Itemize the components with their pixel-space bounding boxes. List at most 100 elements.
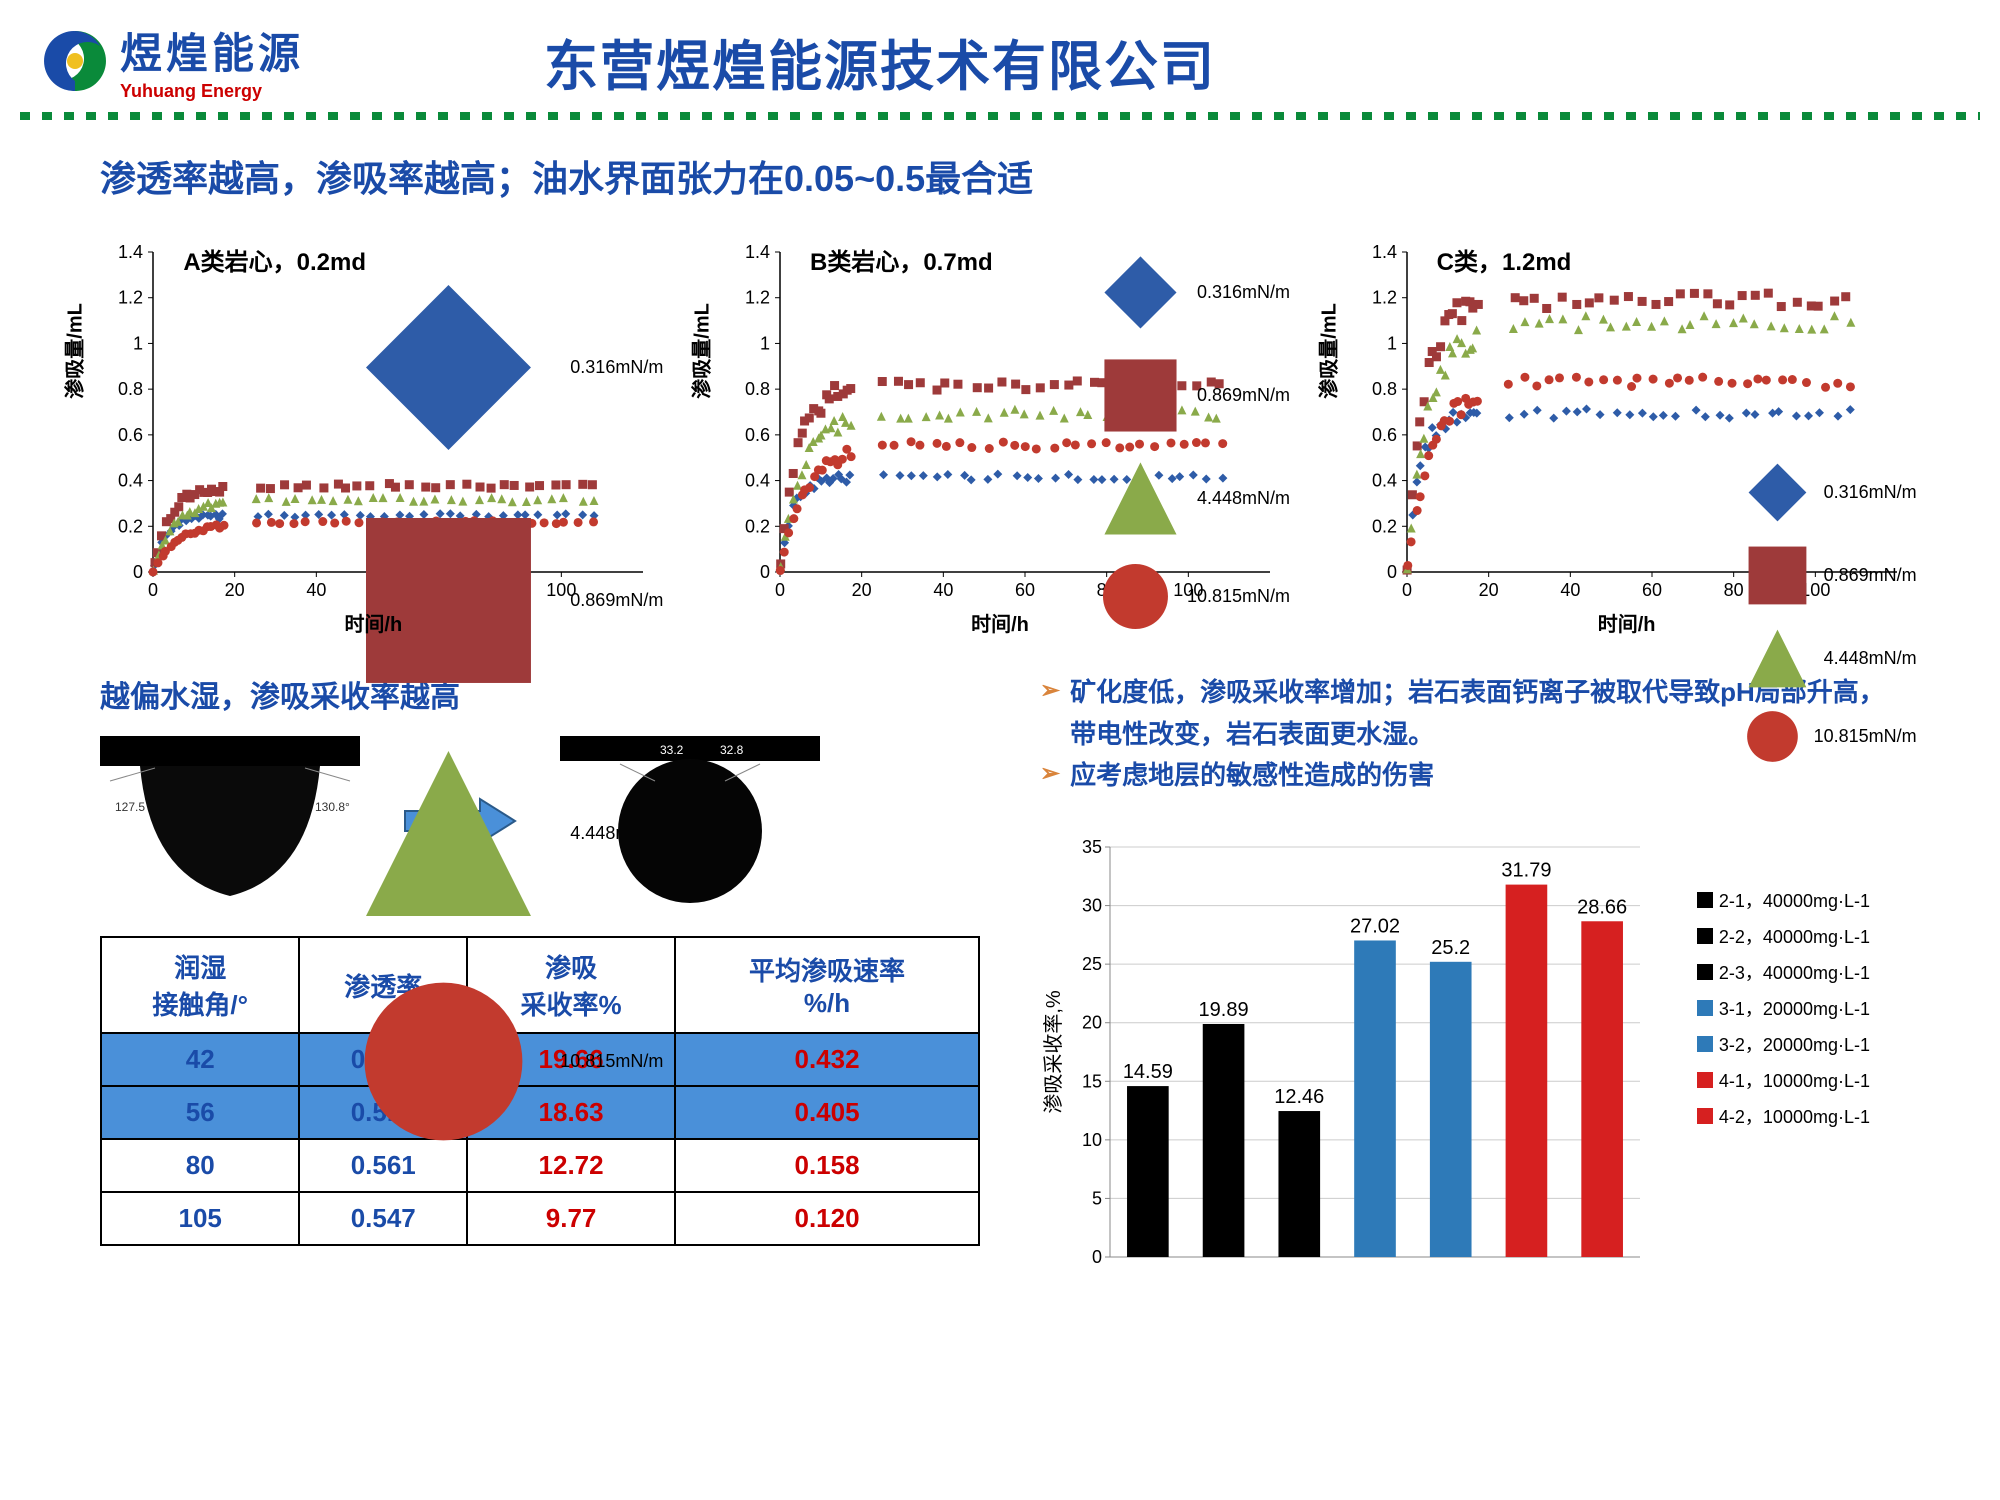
x-axis-label: 时间/h bbox=[971, 608, 1029, 637]
svg-text:0: 0 bbox=[1387, 562, 1397, 582]
logo-icon bbox=[40, 26, 110, 96]
svg-text:1.2: 1.2 bbox=[745, 288, 770, 308]
svg-text:0.8: 0.8 bbox=[1372, 379, 1397, 399]
page-title: 东营煜煌能源技术有限公司 bbox=[544, 22, 1216, 101]
svg-text:0.2: 0.2 bbox=[745, 516, 770, 536]
droplet-before: 127.5 130.8° bbox=[100, 736, 360, 906]
svg-text:60: 60 bbox=[1015, 580, 1035, 600]
svg-text:28.66: 28.66 bbox=[1577, 896, 1627, 918]
svg-text:40: 40 bbox=[1560, 580, 1580, 600]
svg-text:32.8: 32.8 bbox=[720, 743, 744, 757]
table-cell: 0.158 bbox=[675, 1139, 979, 1192]
svg-text:0: 0 bbox=[760, 562, 770, 582]
svg-text:0.6: 0.6 bbox=[118, 425, 143, 445]
svg-text:130.8°: 130.8° bbox=[315, 800, 350, 814]
svg-text:10: 10 bbox=[1082, 1130, 1102, 1150]
svg-text:40: 40 bbox=[307, 580, 327, 600]
svg-text:1.4: 1.4 bbox=[745, 242, 770, 262]
svg-text:0.8: 0.8 bbox=[118, 379, 143, 399]
svg-text:35: 35 bbox=[1082, 837, 1102, 857]
svg-text:14.59: 14.59 bbox=[1123, 1061, 1173, 1083]
svg-text:1: 1 bbox=[760, 333, 770, 353]
svg-text:20: 20 bbox=[225, 580, 245, 600]
bullet-text: 应考虑地层的敏感性造成的伤害 bbox=[1070, 755, 1434, 797]
scatter-chart-a: A类岩心，0.2md渗吸量/mL00.20.40.60.811.21.40204… bbox=[83, 232, 663, 632]
legend-item: 4-2，10000mg·L-1 bbox=[1697, 1103, 1870, 1129]
svg-text:0.4: 0.4 bbox=[1372, 471, 1397, 491]
svg-text:0: 0 bbox=[1402, 580, 1412, 600]
legend-item: 4-1，10000mg·L-1 bbox=[1697, 1067, 1870, 1093]
legend-item: 3-1，20000mg·L-1 bbox=[1697, 995, 1870, 1021]
svg-text:渗吸采收率,%: 渗吸采收率,% bbox=[1042, 990, 1065, 1114]
legend-item: 0.869mN/m bbox=[1737, 535, 1917, 616]
table-cell: 56 bbox=[101, 1086, 299, 1139]
x-axis-label: 时间/h bbox=[1598, 608, 1656, 637]
logo-en-text: Yuhuang Energy bbox=[120, 81, 304, 102]
svg-text:15: 15 bbox=[1082, 1071, 1102, 1091]
table-cell: 9.77 bbox=[467, 1192, 675, 1245]
legend-item: 0.869mN/m bbox=[333, 485, 663, 716]
bullet-icon: ➢ bbox=[1040, 672, 1060, 755]
y-axis-label: 渗吸量/mL bbox=[59, 303, 88, 399]
legend-item: 0.316mN/m bbox=[1737, 452, 1917, 533]
svg-text:0.4: 0.4 bbox=[745, 471, 770, 491]
svg-text:27.02: 27.02 bbox=[1350, 915, 1400, 937]
svg-text:0: 0 bbox=[148, 580, 158, 600]
chart-title: C类，1.2md bbox=[1437, 242, 1572, 277]
x-axis-label: 时间/h bbox=[344, 608, 402, 637]
subtitle: 渗透率越高，渗吸率越高；油水界面张力在0.05~0.5最合适 bbox=[100, 150, 2000, 202]
svg-text:5: 5 bbox=[1092, 1188, 1102, 1208]
svg-text:20: 20 bbox=[852, 580, 872, 600]
scatter-chart-b: B类岩心，0.7md渗吸量/mL00.20.40.60.811.21.40204… bbox=[710, 232, 1290, 632]
svg-text:30: 30 bbox=[1082, 895, 1102, 915]
divider bbox=[20, 112, 1980, 120]
svg-text:31.79: 31.79 bbox=[1501, 859, 1551, 881]
svg-text:1.4: 1.4 bbox=[1372, 242, 1397, 262]
y-axis-label: 渗吸量/mL bbox=[685, 303, 714, 399]
svg-text:25.2: 25.2 bbox=[1431, 937, 1470, 959]
legend-item: 10.815mN/m bbox=[1737, 701, 1917, 772]
scatter-charts-row: A类岩心，0.2md渗吸量/mL00.20.40.60.811.21.40204… bbox=[0, 232, 2000, 632]
svg-text:40: 40 bbox=[933, 580, 953, 600]
table-cell: 80 bbox=[101, 1139, 299, 1192]
table-cell: 105 bbox=[101, 1192, 299, 1245]
scatter-chart-c: C类，1.2md渗吸量/mL00.20.40.60.811.21.4020406… bbox=[1337, 232, 1917, 632]
svg-text:0: 0 bbox=[775, 580, 785, 600]
table-header: 润湿接触角/° bbox=[101, 937, 299, 1033]
bottom-section: 越偏水湿，渗吸采收率越高 127.5 130.8° bbox=[0, 672, 2000, 1297]
svg-text:0.2: 0.2 bbox=[118, 516, 143, 536]
y-axis-label: 渗吸量/mL bbox=[1312, 303, 1341, 399]
bar-legend: 2-1，40000mg·L-12-2，40000mg·L-12-3，40000m… bbox=[1697, 887, 1870, 1139]
legend-item: 10.815mN/m bbox=[333, 951, 663, 1172]
legend-item: 2-2，40000mg·L-1 bbox=[1697, 923, 1870, 949]
legend-item: 3-2，20000mg·L-1 bbox=[1697, 1031, 1870, 1057]
bar-chart: 0 5 10 15 20 25 30 35 14.59 19.89 12.46 27.02 25.2 31… bbox=[1040, 827, 1860, 1297]
svg-text:0.2: 0.2 bbox=[1372, 516, 1397, 536]
legend-item: 0.316mN/m bbox=[1090, 242, 1290, 343]
table-cell: 0.405 bbox=[675, 1086, 979, 1139]
legend-item: 4.448mN/m bbox=[1737, 618, 1917, 699]
svg-text:19.89: 19.89 bbox=[1199, 999, 1249, 1021]
svg-text:1: 1 bbox=[133, 333, 143, 353]
svg-text:1.4: 1.4 bbox=[118, 242, 143, 262]
svg-text:20: 20 bbox=[1478, 580, 1498, 600]
droplet-after: 33.2 32.8 bbox=[560, 736, 820, 906]
svg-text:1.2: 1.2 bbox=[1372, 288, 1397, 308]
legend-item: 0.869mN/m bbox=[1090, 345, 1290, 446]
svg-text:33.2: 33.2 bbox=[660, 743, 684, 757]
svg-text:0.8: 0.8 bbox=[745, 379, 770, 399]
svg-text:12.46: 12.46 bbox=[1274, 1086, 1324, 1108]
legend-item: 4.448mN/m bbox=[1090, 448, 1290, 549]
bullet-icon: ➢ bbox=[1040, 755, 1060, 797]
svg-text:0: 0 bbox=[1092, 1247, 1102, 1267]
svg-text:25: 25 bbox=[1082, 954, 1102, 974]
legend-item: 0.316mN/m bbox=[333, 252, 663, 483]
logo-cn-text: 煜煌能源 bbox=[120, 20, 304, 81]
table-cell: 0.547 bbox=[299, 1192, 467, 1245]
svg-text:60: 60 bbox=[1642, 580, 1662, 600]
logo: 煜煌能源 Yuhuang Energy bbox=[40, 20, 304, 102]
svg-text:127.5: 127.5 bbox=[115, 800, 145, 814]
svg-text:20: 20 bbox=[1082, 1012, 1102, 1032]
svg-text:1.2: 1.2 bbox=[118, 288, 143, 308]
svg-text:1: 1 bbox=[1387, 333, 1397, 353]
